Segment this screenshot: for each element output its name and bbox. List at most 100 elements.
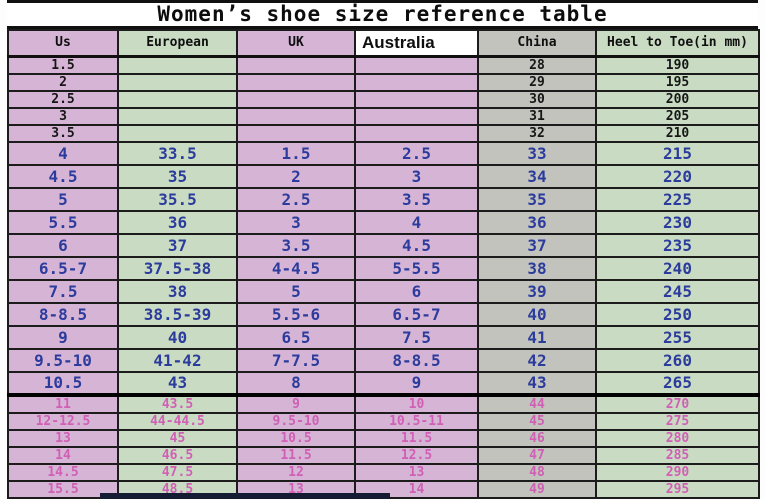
cell-china: 40	[477, 301, 597, 327]
cell-heel: 205	[595, 106, 760, 126]
cell-heel: 260	[595, 347, 760, 373]
cell-china: 47	[477, 445, 597, 465]
column-header-china: China	[477, 29, 597, 58]
cell-heel: 240	[595, 255, 760, 281]
cell-us: 8-8.5	[7, 301, 119, 327]
cell-european: 35	[117, 163, 238, 189]
cell-china: 30	[477, 89, 597, 109]
cell-australia: 4	[354, 209, 479, 235]
table-row: 6 37 3.5 4.5 37 235	[7, 232, 760, 258]
cell-china: 41	[477, 324, 597, 350]
cell-european: 38.5-39	[117, 301, 238, 327]
table-row: 14.5 47.5 12 13 48 290	[7, 462, 760, 482]
cell-european	[117, 106, 238, 126]
cell-heel: 235	[595, 232, 760, 258]
cell-heel: 275	[595, 411, 760, 431]
cell-us: 4.5	[7, 163, 119, 189]
cell-us: 4	[7, 140, 119, 166]
table-row: 5.5 36 3 4 36 230	[7, 209, 760, 235]
cell-us: 5	[7, 186, 119, 212]
cell-china: 32	[477, 123, 597, 143]
cell-uk: 3.5	[236, 232, 356, 258]
cell-heel: 290	[595, 462, 760, 482]
cell-european: 41-42	[117, 347, 238, 373]
cell-us: 9.5-10	[7, 347, 119, 373]
cell-uk: 4-4.5	[236, 255, 356, 281]
cell-european	[117, 89, 238, 109]
cell-australia	[354, 123, 479, 143]
cell-us: 1.5	[7, 55, 119, 75]
cell-uk: 9	[236, 393, 356, 414]
cell-us: 7.5	[7, 278, 119, 304]
table-row: 6.5-7 37.5-38 4-4.5 5-5.5 38 240	[7, 255, 760, 281]
column-header-european: European	[117, 29, 238, 58]
cell-us: 6.5-7	[7, 255, 119, 281]
cell-heel: 220	[595, 163, 760, 189]
shoe-size-table: Us European UK Australia China Heel to Toe(in…	[7, 29, 760, 499]
cell-australia: 3.5	[354, 186, 479, 212]
cell-european: 37.5-38	[117, 255, 238, 281]
cell-china: 34	[477, 163, 597, 189]
cell-uk: 5.5-6	[236, 301, 356, 327]
table-row: 4 33.5 1.5 2.5 33 215	[7, 140, 760, 166]
cell-us: 14	[7, 445, 119, 465]
cell-australia: 10.5-11	[354, 411, 479, 431]
cell-australia: 12.5	[354, 445, 479, 465]
cell-china: 43	[477, 370, 597, 397]
cell-european: 47.5	[117, 462, 238, 482]
cell-australia	[354, 89, 479, 109]
cell-european: 43	[117, 370, 238, 397]
cell-european: 38	[117, 278, 238, 304]
cell-australia: 7.5	[354, 324, 479, 350]
cell-australia: 2.5	[354, 140, 479, 166]
cell-heel: 245	[595, 278, 760, 304]
cell-china: 33	[477, 140, 597, 166]
cell-heel: 280	[595, 428, 760, 448]
cell-australia	[354, 72, 479, 92]
cell-us: 14.5	[7, 462, 119, 482]
column-header-uk: UK	[236, 29, 356, 58]
header-row: Us European UK Australia China Heel to Toe(in…	[7, 29, 760, 58]
cell-us: 3	[7, 106, 119, 126]
table-row: 1.5 28 190	[7, 55, 760, 75]
cell-china: 39	[477, 278, 597, 304]
cell-heel: 250	[595, 301, 760, 327]
cell-heel: 270	[595, 393, 760, 414]
cell-australia: 11.5	[354, 428, 479, 448]
cell-heel: 190	[595, 55, 760, 75]
cell-uk	[236, 55, 356, 75]
cell-china: 44	[477, 393, 597, 414]
table-row: 4.5 35 2 3 34 220	[7, 163, 760, 189]
cell-european: 36	[117, 209, 238, 235]
cell-china: 38	[477, 255, 597, 281]
cell-european: 43.5	[117, 393, 238, 414]
cell-australia	[354, 106, 479, 126]
cell-us: 13	[7, 428, 119, 448]
cell-heel: 300	[595, 496, 760, 499]
cell-uk: 8	[236, 370, 356, 397]
cell-heel: 265	[595, 370, 760, 397]
cell-us: 5.5	[7, 209, 119, 235]
cell-uk: 2	[236, 163, 356, 189]
cell-china: 49	[477, 479, 597, 499]
cell-china: 37	[477, 232, 597, 258]
cell-us: 2	[7, 72, 119, 92]
cell-uk: 3	[236, 209, 356, 235]
table-row: 8-8.5 38.5-39 5.5-6 6.5-7 40 250	[7, 301, 760, 327]
cell-european: 40	[117, 324, 238, 350]
cell-heel: 295	[595, 479, 760, 499]
cell-heel: 225	[595, 186, 760, 212]
cell-european	[117, 123, 238, 143]
cell-australia: 6	[354, 278, 479, 304]
table-row: 2 29 195	[7, 72, 760, 92]
cell-china: 31	[477, 106, 597, 126]
cell-us: 10.5	[7, 370, 119, 397]
cell-heel: 230	[595, 209, 760, 235]
cell-european: 46.5	[117, 445, 238, 465]
cell-uk: 5	[236, 278, 356, 304]
column-header-heel: Heel to Toe(in mm)	[595, 29, 760, 58]
table-row: 5 35.5 2.5 3.5 35 225	[7, 186, 760, 212]
cell-us: 12-12.5	[7, 411, 119, 431]
cell-uk: 2.5	[236, 186, 356, 212]
cell-heel: 200	[595, 89, 760, 109]
